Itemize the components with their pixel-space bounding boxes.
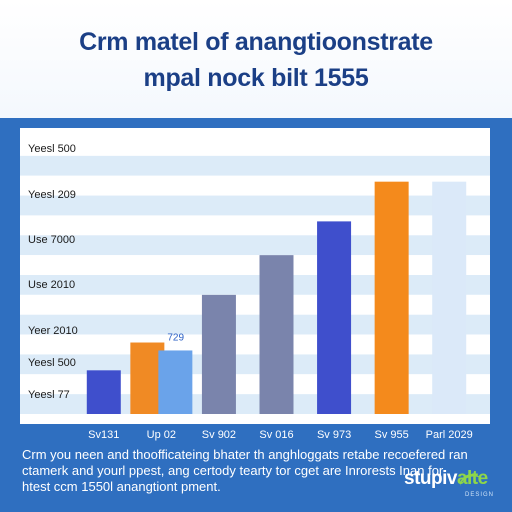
grid-band	[20, 294, 490, 315]
x-tick-label: Sv 973	[317, 429, 351, 441]
x-tick-label: Sv131	[88, 429, 119, 441]
brand-name-part1: stupiv	[404, 468, 457, 489]
y-axis-labels: Yeesl 77 Yeesl 500 Yeer 2010 Use 2010 Use 70…	[28, 143, 78, 401]
chart-title-line-1: Crm matel of anangtioonstrate	[79, 28, 433, 56]
annotations: 729	[167, 333, 184, 344]
x-tick-label: Sv 902	[202, 429, 236, 441]
bar	[374, 181, 409, 414]
y-tick-label: Use 2010	[28, 279, 75, 291]
y-tick-label: Use 7000	[28, 234, 75, 246]
grid-band	[20, 275, 490, 295]
bar	[201, 294, 236, 414]
title-panel: Crm matel of anangtioonstrate mpal nock …	[0, 0, 512, 118]
x-tick-label: Up 02	[147, 429, 176, 441]
bar	[158, 350, 193, 414]
x-tick-label: Sv 016	[259, 429, 293, 441]
brand-subtitle: DESIGN	[464, 492, 494, 498]
brand-name: stupivalte	[404, 468, 488, 490]
y-tick-label: Yeesl 500	[28, 357, 76, 369]
x-tick-label: Parl 2029	[426, 429, 473, 441]
caption-line-2: ctamerk and yourl ppest, ang certody tea…	[22, 463, 444, 478]
grid-band	[20, 334, 490, 355]
y-tick-label: Yeesl 77	[28, 389, 70, 401]
grid-band	[20, 155, 490, 176]
grid-band	[20, 235, 490, 256]
grid-band	[20, 255, 490, 275]
bar	[259, 255, 294, 414]
caption-line-1: Crm you neen and thoofficateing bhater t…	[22, 447, 468, 462]
chart-title-line-2: mpal nock bilt 1555	[143, 64, 369, 92]
grid-band	[20, 314, 490, 335]
caption-line-3: htest ccm 1550l anangtiont pment.	[22, 479, 221, 494]
grid-band	[20, 175, 490, 196]
bars	[86, 181, 467, 414]
y-tick-label: Yeer 2010	[28, 325, 78, 337]
caption: Crm you neen and thoofficateing bhater t…	[22, 447, 468, 495]
bar	[86, 370, 121, 414]
bar	[432, 181, 467, 414]
bar	[317, 221, 352, 414]
chart-area: Yeesl 77 Yeesl 500 Yeer 2010 Use 2010 Use 70…	[20, 128, 490, 441]
grid-band	[20, 195, 490, 216]
grid-band	[20, 215, 490, 236]
x-tick-label: Sv 955	[375, 429, 409, 441]
bar-chart: Yeesl 77 Yeesl 500 Yeer 2010 Use 2010 Use 70…	[20, 136, 490, 441]
y-tick-label: Yeesl 209	[28, 189, 76, 201]
brand-name-part2: alte	[456, 468, 488, 489]
brand-logo: stupivalte DESIGN	[404, 468, 496, 504]
data-label: 729	[167, 333, 184, 344]
grid-band	[20, 136, 490, 156]
y-tick-label: Yeesl 500	[28, 143, 76, 155]
x-axis-labels: Sv131 Up 02 Sv 902 Sv 016 Sv 973 Sv 955 Parl 2…	[88, 429, 473, 441]
